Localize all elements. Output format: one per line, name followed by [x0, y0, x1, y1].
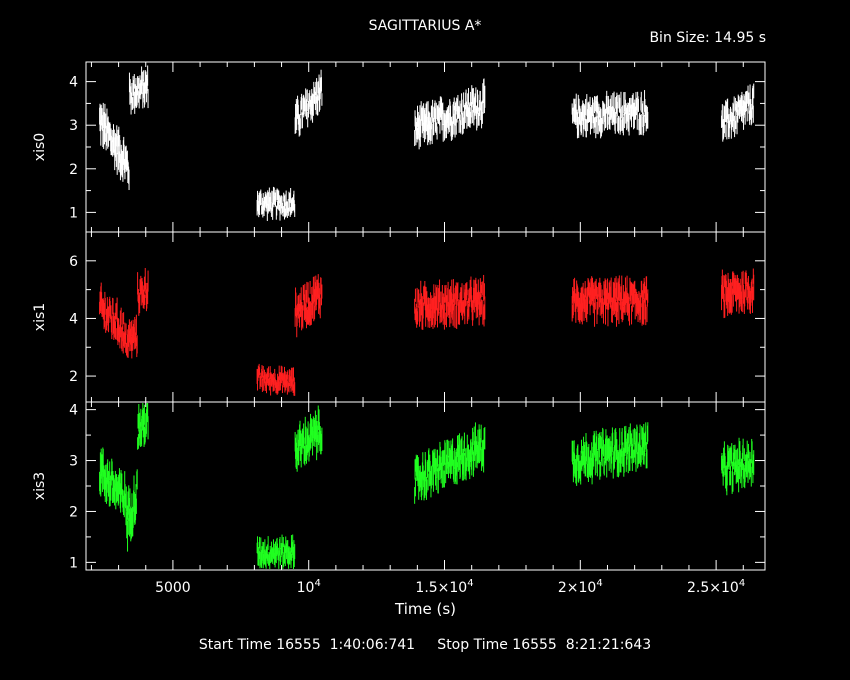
y-tick-label: 1: [69, 555, 78, 571]
panel-xis1: 2 4 6 xis1: [32, 231, 766, 403]
x-tick-label: 2.5×104: [687, 578, 745, 596]
bin-size-label: Bin Size: 14.95 s: [649, 30, 766, 46]
panel-frame: [85, 61, 766, 233]
y-axis-label: xis0: [32, 133, 48, 161]
y-axis-label: xis1: [32, 303, 48, 331]
y-tick-label: 4: [69, 75, 78, 91]
y-axis-label: xis3: [32, 472, 48, 500]
panel-frame: [85, 401, 766, 571]
y-tick-label: 2: [69, 504, 78, 520]
x-tick-exponent: 4: [596, 578, 602, 589]
series-xis0: [99, 65, 755, 222]
y-tick-label: 1: [69, 205, 78, 221]
y-tick-label: 2: [69, 162, 78, 178]
x-tick-label: 5000: [155, 580, 191, 596]
panel-xis0: 1 2 3 4 xis0: [32, 61, 766, 233]
y-tick-label: 3: [69, 454, 78, 470]
y-tick-label: 6: [69, 254, 78, 270]
series-xis3: [99, 403, 755, 569]
y-tick-label: 2: [69, 369, 78, 385]
x-tick-label: 1.5×104: [415, 578, 473, 596]
x-tick-label: 104: [297, 578, 321, 596]
x-tick-exponent: 4: [739, 578, 745, 589]
time-range-footer: Start Time 16555 1:40:06:741 Stop Time 1…: [198, 637, 652, 653]
x-tick-exponent: 4: [467, 578, 473, 589]
y-tick-label: 3: [69, 118, 78, 134]
y-tick-label: 4: [69, 311, 78, 327]
chart-title: SAGITTARIUS A*: [368, 18, 482, 34]
panel-xis3: 1 2 3 4 xis3: [32, 401, 766, 571]
x-tick-label: 2×104: [558, 578, 603, 596]
y-tick-label: 4: [69, 403, 78, 419]
x-axis-label: Time (s): [394, 600, 456, 618]
x-tick-exponent: 4: [314, 578, 320, 589]
series-xis1: [99, 267, 755, 396]
